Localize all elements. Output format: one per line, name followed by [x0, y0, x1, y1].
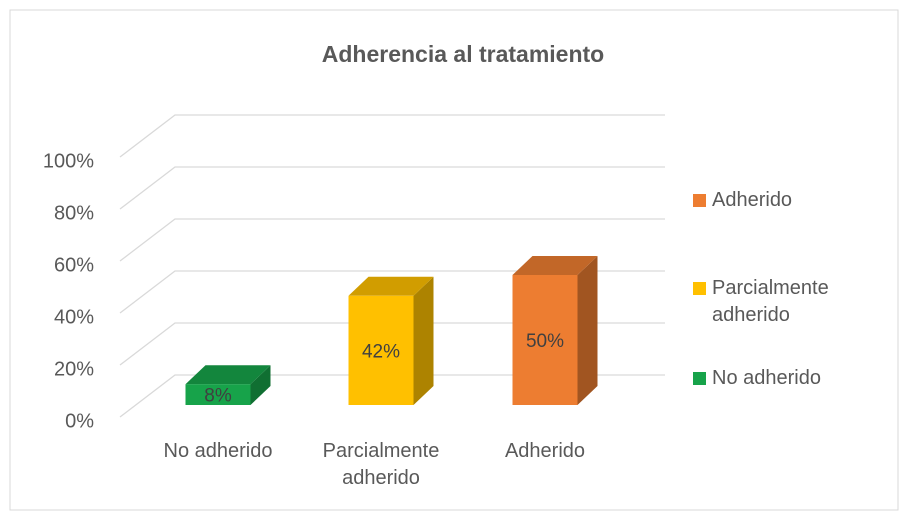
y-tick-label: 0% [65, 410, 94, 432]
grid-line [119, 218, 665, 262]
bar-side [577, 256, 598, 405]
legend-label: Parcialmente adherido [712, 277, 829, 326]
x-tick-label: No adherido [163, 440, 273, 462]
bar-top [348, 276, 434, 296]
grid-line [119, 114, 665, 158]
chart-border [9, 9, 899, 511]
x-tick-label: Parcialmente adherido [322, 440, 440, 489]
bar [185, 384, 251, 405]
grid-line [119, 270, 665, 314]
y-tick-label: 20% [54, 358, 94, 380]
bar-top [512, 256, 598, 275]
y-tick-label: 100% [43, 150, 94, 172]
legend-swatch [693, 372, 706, 385]
legend-label: No adherido [712, 367, 821, 389]
grid-line [119, 322, 665, 366]
data-label: 42% [362, 341, 400, 362]
grid-line [119, 374, 665, 418]
x-tick-label: Adherido [504, 440, 586, 462]
grid-line [119, 166, 665, 210]
data-label: 50% [526, 331, 564, 352]
y-tick-label: 40% [54, 306, 94, 328]
data-label: 8% [204, 386, 232, 407]
legend-swatch [693, 282, 706, 295]
bar [512, 275, 578, 405]
legend-label: Adherido [712, 189, 793, 211]
bar-side [413, 276, 434, 405]
chart-title: Adherencia al tratamiento [322, 41, 604, 67]
y-tick-label: 60% [54, 254, 94, 276]
bar [348, 295, 414, 405]
legend-swatch [693, 194, 706, 207]
y-tick-label: 80% [54, 202, 94, 224]
bar-side [250, 365, 271, 405]
bar-top [185, 365, 271, 385]
